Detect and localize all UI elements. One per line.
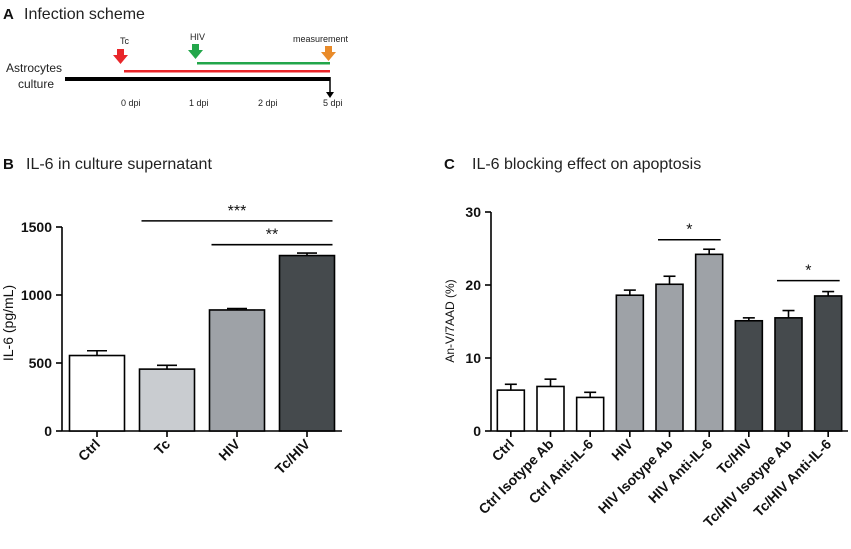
y-tick-label: 20 <box>465 277 481 293</box>
y-tick-label: 10 <box>465 350 481 366</box>
culture-label-line2: culture <box>18 77 54 91</box>
significance-label: * <box>686 222 692 239</box>
x-tick-label: HIV <box>215 435 243 463</box>
measurement-marker-label: measurement <box>293 34 349 44</box>
panel-c-letter: C <box>444 156 455 173</box>
bar <box>536 385 565 432</box>
y-tick-label: 0 <box>473 423 481 439</box>
y-tick-label: 30 <box>465 204 481 220</box>
y-tick-label: 1000 <box>21 287 52 303</box>
bar <box>615 294 645 432</box>
y-axis-label: An-V/7AAD (%) <box>443 279 457 362</box>
panel-b: B IL-6 in culture supernatant IL-6 (pg/m… <box>0 156 342 477</box>
y-tick-label: 500 <box>29 355 53 371</box>
measurement-arrow-icon <box>321 46 336 61</box>
y-tick-label: 1500 <box>21 219 52 235</box>
tc-marker-label: Tc <box>120 36 130 46</box>
significance-label: ** <box>266 227 278 244</box>
hiv-arrow-icon <box>188 44 203 59</box>
bar <box>138 368 196 432</box>
significance-label: *** <box>228 203 247 220</box>
panel-a-letter: A <box>3 6 14 23</box>
bar <box>813 295 843 432</box>
time-label: 0 dpi <box>121 98 141 108</box>
chart-title: IL-6 blocking effect on apoptosis <box>472 156 701 173</box>
x-tick-label: Ctrl <box>75 436 103 464</box>
x-tick-label: Tc/HIV <box>272 435 314 477</box>
bar <box>68 354 126 432</box>
tc-arrow-icon <box>113 49 128 64</box>
y-axis-label: IL-6 (pg/mL) <box>0 285 16 361</box>
panel-a: A Infection scheme Astrocytes culture Tc… <box>3 6 349 108</box>
bar <box>734 319 764 432</box>
time-label: 5 dpi <box>323 98 343 108</box>
bar <box>655 283 684 432</box>
time-label: 2 dpi <box>258 98 278 108</box>
x-tick-label: Tc <box>151 436 173 458</box>
tc-exposure-line <box>124 70 330 73</box>
hiv-exposure-line <box>197 62 330 65</box>
bar <box>208 309 266 432</box>
panel-a-title: Infection scheme <box>24 6 145 23</box>
bar <box>774 317 803 432</box>
x-tick-label: Ctrl <box>489 436 517 464</box>
timeline-bar <box>65 77 330 81</box>
timeline-end-arrow-icon <box>326 92 334 98</box>
y-tick-label: 0 <box>44 423 52 439</box>
bar <box>496 389 526 432</box>
significance-label: * <box>805 263 811 280</box>
chart-title: IL-6 in culture supernatant <box>26 156 212 173</box>
panel-c: C IL-6 blocking effect on apoptosis An-V… <box>443 156 848 530</box>
bar <box>278 254 336 432</box>
time-label: 1 dpi <box>189 98 209 108</box>
hiv-marker-label: HIV <box>190 32 205 42</box>
culture-label-line1: Astrocytes <box>6 61 62 75</box>
x-tick-label: HIV <box>608 435 636 463</box>
bar <box>575 396 605 432</box>
panel-b-letter: B <box>3 156 14 173</box>
bar <box>694 253 724 432</box>
